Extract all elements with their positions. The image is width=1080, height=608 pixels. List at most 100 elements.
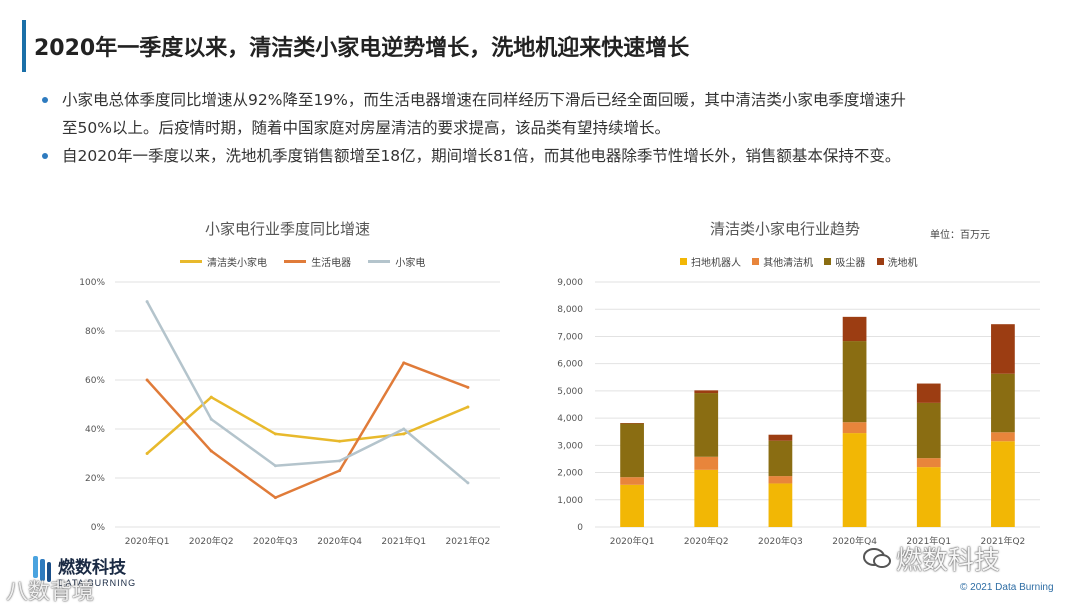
y-tick-label: 1,000 bbox=[557, 496, 583, 506]
bar-segment bbox=[991, 324, 1015, 374]
brand-text: 燃数科技 DATA BURNING bbox=[58, 553, 136, 588]
data-point bbox=[145, 452, 149, 455]
bar-segment bbox=[768, 476, 793, 484]
bar-segment bbox=[694, 469, 719, 527]
data-point bbox=[145, 378, 149, 382]
data-point bbox=[273, 496, 277, 500]
legend-item: 生活电器 bbox=[284, 254, 351, 269]
watermark-right: 燃数科技 bbox=[896, 546, 1001, 576]
y-tick-label: 7,000 bbox=[557, 332, 583, 342]
legend-item: 清洁类小家电 bbox=[180, 254, 267, 269]
bullet-1-line1: 小家电总体季度同比增速从92%降至19%，而生活电器增速在同样经历下滑后已经全面… bbox=[62, 91, 906, 109]
x-tick-label: 2020年Q4 bbox=[832, 535, 877, 547]
line-chart-legend: 清洁类小家电 生活电器 小家电 bbox=[180, 254, 439, 269]
legend-label: 小家电 bbox=[395, 258, 426, 269]
line-chart: 0% 20% 40% 60% 80% 100% 2020年Q1 2020年Q2 2020年Q3 2… bbox=[79, 278, 500, 547]
data-point bbox=[209, 395, 213, 399]
bar-segment bbox=[768, 434, 793, 441]
bullet-dot-icon bbox=[42, 97, 48, 103]
data-point bbox=[209, 449, 213, 453]
data-point bbox=[338, 439, 342, 443]
y-tick-label: 40% bbox=[85, 425, 105, 435]
data-point bbox=[209, 417, 213, 421]
x-tick-label: 2021年Q1 bbox=[906, 535, 951, 547]
y-tick-label: 80% bbox=[85, 327, 105, 337]
bar-segment bbox=[916, 383, 941, 403]
data-point bbox=[466, 481, 470, 485]
legend-swatch bbox=[284, 260, 307, 263]
title-accent-bar bbox=[22, 20, 26, 72]
legend-swatch bbox=[876, 258, 884, 265]
data-point bbox=[338, 469, 342, 473]
data-point bbox=[402, 427, 406, 431]
bar-segment bbox=[991, 432, 1015, 442]
legend-label: 其他清洁机 bbox=[763, 258, 814, 269]
page-title: 2020年一季度以来，清洁类小家电逆势增长，洗地机迎来快速增长 bbox=[34, 36, 690, 61]
brand-logo-icon bbox=[33, 555, 51, 582]
line-chart-title: 小家电行业季度同比增速 bbox=[205, 220, 371, 238]
x-tick-label: 2020年Q1 bbox=[125, 535, 170, 547]
bar-segment bbox=[842, 422, 867, 434]
series-line bbox=[146, 361, 469, 499]
data-point bbox=[273, 464, 277, 468]
bar-segment bbox=[842, 341, 867, 423]
legend-label: 扫地机器人 bbox=[691, 258, 741, 269]
bar-chart: 0 1,000 2,000 3,000 4,000 5,000 6,000 7,000 8,00… bbox=[557, 278, 1040, 547]
x-tick-label: 2020年Q2 bbox=[189, 535, 234, 547]
bar-chart-legend: 扫地机器人 其他清洁机 吸尘器 洗地机 bbox=[680, 254, 926, 269]
series-line bbox=[146, 395, 469, 455]
copyright: © 2021 Data Burning bbox=[960, 582, 1054, 593]
data-point bbox=[273, 432, 277, 436]
data-point bbox=[402, 432, 406, 436]
y-tick-label: 8,000 bbox=[557, 305, 583, 315]
y-tick-label: 100% bbox=[79, 278, 105, 288]
legend-label: 清洁类小家电 bbox=[207, 258, 267, 269]
wechat-icon bbox=[863, 548, 891, 568]
brand-name-cn: 燃数科技 bbox=[58, 558, 126, 578]
bar-segment bbox=[768, 483, 793, 527]
unit-note: 单位：百万元 bbox=[930, 230, 990, 241]
x-tick-label: 2020年Q1 bbox=[610, 535, 655, 547]
brand-logo: 燃数科技 DATA BURNING bbox=[30, 553, 136, 588]
data-point bbox=[466, 405, 470, 409]
legend-swatch bbox=[368, 260, 391, 263]
legend-item: 其他清洁机 bbox=[752, 254, 813, 269]
watermark-left: 八数背境 bbox=[6, 580, 95, 605]
y-tick-label: 4,000 bbox=[557, 414, 583, 424]
bar-segment bbox=[916, 467, 941, 527]
y-tick-label: 0 bbox=[577, 523, 583, 533]
y-tick-label: 6,000 bbox=[557, 360, 583, 370]
bar-segment bbox=[991, 373, 1015, 433]
x-tick-label: 2020年Q4 bbox=[317, 535, 362, 547]
x-tick-label: 2020年Q2 bbox=[684, 535, 729, 547]
legend-label: 生活电器 bbox=[311, 258, 352, 269]
legend-swatch bbox=[824, 258, 832, 265]
bar-segment bbox=[991, 441, 1015, 527]
y-tick-label: 2,000 bbox=[557, 469, 583, 479]
bullet-2: 自2020年一季度以来，洗地机季度销售额增至18亿，期间增长81倍，而其他电器除… bbox=[38, 142, 1058, 170]
bullet-list: 小家电总体季度同比增速从92%降至19%，而生活电器增速在同样经历下滑后已经全面… bbox=[38, 86, 1058, 170]
y-tick-label: 9,000 bbox=[557, 278, 583, 288]
legend-label: 洗地机 bbox=[887, 258, 918, 269]
bullet-dot-icon bbox=[42, 153, 48, 159]
legend-item: 小家电 bbox=[368, 254, 425, 269]
y-tick-label: 60% bbox=[85, 376, 105, 386]
bar-segment bbox=[620, 423, 644, 424]
bullet-1-line2: 至50%以上。后疫情时期，随着中国家庭对房屋清洁的要求提高，该品类有望持续增长。 bbox=[62, 119, 670, 137]
legend-label: 吸尘器 bbox=[835, 258, 866, 269]
y-tick-label: 5,000 bbox=[557, 387, 583, 397]
bar-segment bbox=[620, 484, 644, 527]
bar-segment bbox=[916, 402, 941, 459]
bullet-2-line1: 自2020年一季度以来，洗地机季度销售额增至18亿，期间增长81倍，而其他电器除… bbox=[62, 147, 901, 165]
bullet-1: 小家电总体季度同比增速从92%降至19%，而生活电器增速在同样经历下滑后已经全面… bbox=[38, 86, 1058, 142]
y-tick-label: 20% bbox=[85, 474, 105, 484]
x-tick-label: 2021年Q2 bbox=[981, 535, 1026, 547]
data-point bbox=[402, 361, 406, 365]
legend-swatch bbox=[752, 258, 760, 265]
bar-segment bbox=[694, 393, 719, 457]
legend-item: 扫地机器人 bbox=[680, 254, 741, 269]
bar-segment bbox=[842, 433, 867, 527]
legend-item: 吸尘器 bbox=[824, 254, 865, 269]
brand-name-en: DATA BURNING bbox=[58, 578, 137, 588]
bar-chart-title: 清洁类小家电行业趋势 bbox=[710, 220, 861, 238]
